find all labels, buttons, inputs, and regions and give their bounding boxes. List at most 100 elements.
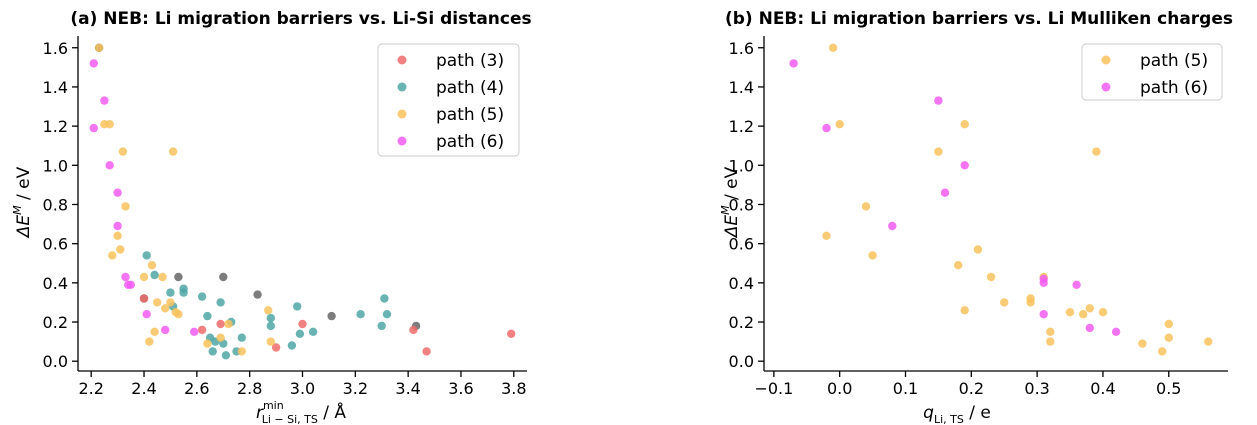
chart-a-point-series-0 [197, 325, 207, 335]
chart-a-point-series-3 [161, 325, 170, 335]
chart-b-point-series-0 [1138, 339, 1147, 348]
chart-a-point-series-1 [203, 311, 212, 321]
chart-a-legend-marker [397, 55, 407, 65]
chart-a-point-series-1 [216, 298, 225, 307]
chart-b-point-series-0 [973, 245, 983, 254]
chart-b-point-series-0 [1098, 308, 1108, 317]
chart-b-point-series-0 [954, 261, 963, 270]
chart-b-legend-marker [1101, 55, 1111, 65]
chart-a-point-series-2 [145, 337, 154, 346]
chart-a-point-unlisted [327, 311, 336, 321]
chart-b-y-tick-label: 1.6 [729, 39, 754, 58]
chart-a-x-tick-label: 2.6 [184, 379, 209, 398]
chart-b-y-tick-label: 1.2 [729, 117, 754, 136]
chart-b-point-series-0 [1092, 147, 1101, 156]
chart-a-point-series-0 [298, 319, 307, 329]
chart-a-point-series-1 [197, 292, 207, 301]
chart-b-point-series-1 [1085, 323, 1095, 333]
chart-b-y-tick-label: 0.0 [729, 352, 754, 371]
chart-b-x-tick-label: 0.1 [893, 379, 918, 398]
chart-b-title: (b) NEB: Li migration barriers vs. Li Mu… [725, 9, 1233, 29]
chart-b-point-series-0 [822, 231, 831, 240]
chart-a-point-series-2 [266, 337, 275, 346]
chart-a-point-series-1 [266, 321, 275, 331]
chart-a-point-series-2 [161, 304, 170, 313]
chart-a-point-series-2 [105, 120, 114, 129]
chart-a-y-tick-label: 0.8 [43, 195, 68, 214]
chart-panel-a: (a) NEB: Li migration barriers vs. Li-Si… [11, 9, 532, 425]
chart-a-point-series-0 [507, 329, 516, 338]
chart-a-point-series-2 [174, 310, 183, 319]
chart-a-axes: 2.2 2.4 2.6 2.8 3.0 3.2 3.4 3.6 3.8 0.0 0.2 0.4 0.6 0… [43, 36, 527, 398]
chart-a-point-series-1 [221, 351, 231, 360]
chart-a-legend-marker [397, 109, 407, 119]
chart-a-point-series-2 [216, 333, 225, 342]
chart-a-y-tick-label: 1.2 [43, 117, 68, 136]
chart-b-point-series-0 [934, 147, 943, 156]
chart-b-point-series-1 [1111, 327, 1121, 336]
chart-b-x-tick-label: 0.5 [1156, 379, 1181, 398]
chart-b-point-series-0 [1046, 337, 1055, 346]
chart-a-point-series-1 [293, 302, 302, 311]
chart-a-point-series-1 [237, 333, 246, 342]
chart-b-x-tick-label: 0.3 [1024, 379, 1049, 398]
chart-b-point-series-0 [1164, 319, 1174, 329]
chart-b-x-tick-label: 0.0 [827, 379, 852, 398]
chart-a-point-series-2 [94, 43, 104, 52]
chart-a-point-series-3 [100, 96, 109, 105]
chart-b-point-series-0 [1164, 333, 1174, 342]
chart-a-y-tick-label: 0.2 [43, 313, 68, 332]
chart-a-y-tick-label: 0.6 [43, 235, 68, 254]
chart-a-y-tick-label: 0.0 [43, 352, 68, 371]
chart-b-x-axis-label: qLi, TS / e [923, 403, 991, 425]
chart-a-marks [89, 43, 516, 360]
chart-a-point-series-2 [150, 327, 159, 336]
chart-a-title: (a) NEB: Li migration barriers vs. Li-Si… [70, 9, 531, 29]
chart-b-point-series-0 [1065, 308, 1075, 317]
chart-b-y-tick-label: 1.0 [729, 156, 754, 175]
chart-b-x-tick-label: −0.1 [754, 379, 793, 398]
chart-a-legend-label: path (6) [436, 132, 504, 152]
chart-a-legend-label: path (4) [436, 78, 504, 98]
chart-b-legend-label: path (5) [1140, 51, 1208, 71]
chart-a-x-tick-label: 3.4 [395, 379, 420, 398]
chart-a-point-series-1 [356, 310, 365, 319]
chart-b-axes: −0.1 0.0 0.1 0.2 0.3 0.4 0.50.00.20.40.60.81.0… [729, 36, 1228, 398]
chart-b-point-series-0 [828, 43, 838, 52]
chart-a-point-series-0 [271, 343, 281, 352]
chart-a-legend-label: path (3) [436, 51, 504, 71]
chart-b-legend-frame [1081, 43, 1223, 101]
chart-b-y-tick-label: 0.8 [729, 195, 754, 214]
chart-a-point-series-3 [89, 123, 99, 133]
chart-a-point-series-1 [166, 288, 175, 297]
chart-b-point-series-1 [940, 188, 950, 197]
chart-a-point-series-1 [179, 288, 188, 297]
chart-a-point-series-3 [113, 188, 122, 197]
chart-a-y-tick-label: 1.6 [43, 39, 68, 58]
chart-a-y-tick-label: 0.4 [43, 274, 68, 293]
chart-a-point-series-1 [150, 270, 159, 280]
chart-b-point-series-1 [1072, 280, 1081, 289]
chart-a-point-series-3 [89, 59, 99, 68]
chart-a-point-series-3 [142, 310, 151, 319]
chart-a-legend: path (3) path (4) path (5) path (6) [377, 43, 520, 157]
chart-a-point-series-3 [190, 327, 199, 336]
chart-a-point-series-2 [203, 339, 212, 348]
chart-a-x-tick-label: 2.8 [237, 379, 262, 398]
chart-a-point-series-2 [108, 251, 117, 260]
chart-b-x-tick-label: 0.4 [1090, 379, 1115, 398]
chart-b-point-series-1 [960, 161, 969, 170]
chart-b-point-series-0 [1085, 304, 1095, 313]
chart-a-point-series-1 [295, 329, 305, 338]
chart-a-y-tick-label: 1.0 [43, 156, 68, 175]
chart-b-point-series-1 [789, 59, 798, 68]
chart-a-x-tick-label: 3.0 [290, 379, 315, 398]
chart-b-x-tick-label: 0.2 [959, 379, 984, 398]
chart-b-y-axis-label: ΔEM / eV [719, 166, 742, 239]
chart-a-point-series-1 [308, 327, 318, 336]
chart-b-y-tick-label: 1.4 [729, 78, 754, 97]
chart-b-point-series-0 [960, 120, 969, 129]
chart-b-point-series-0 [1000, 298, 1009, 307]
chart-b-point-series-0 [861, 202, 871, 211]
chart-a-point-series-3 [105, 161, 114, 170]
